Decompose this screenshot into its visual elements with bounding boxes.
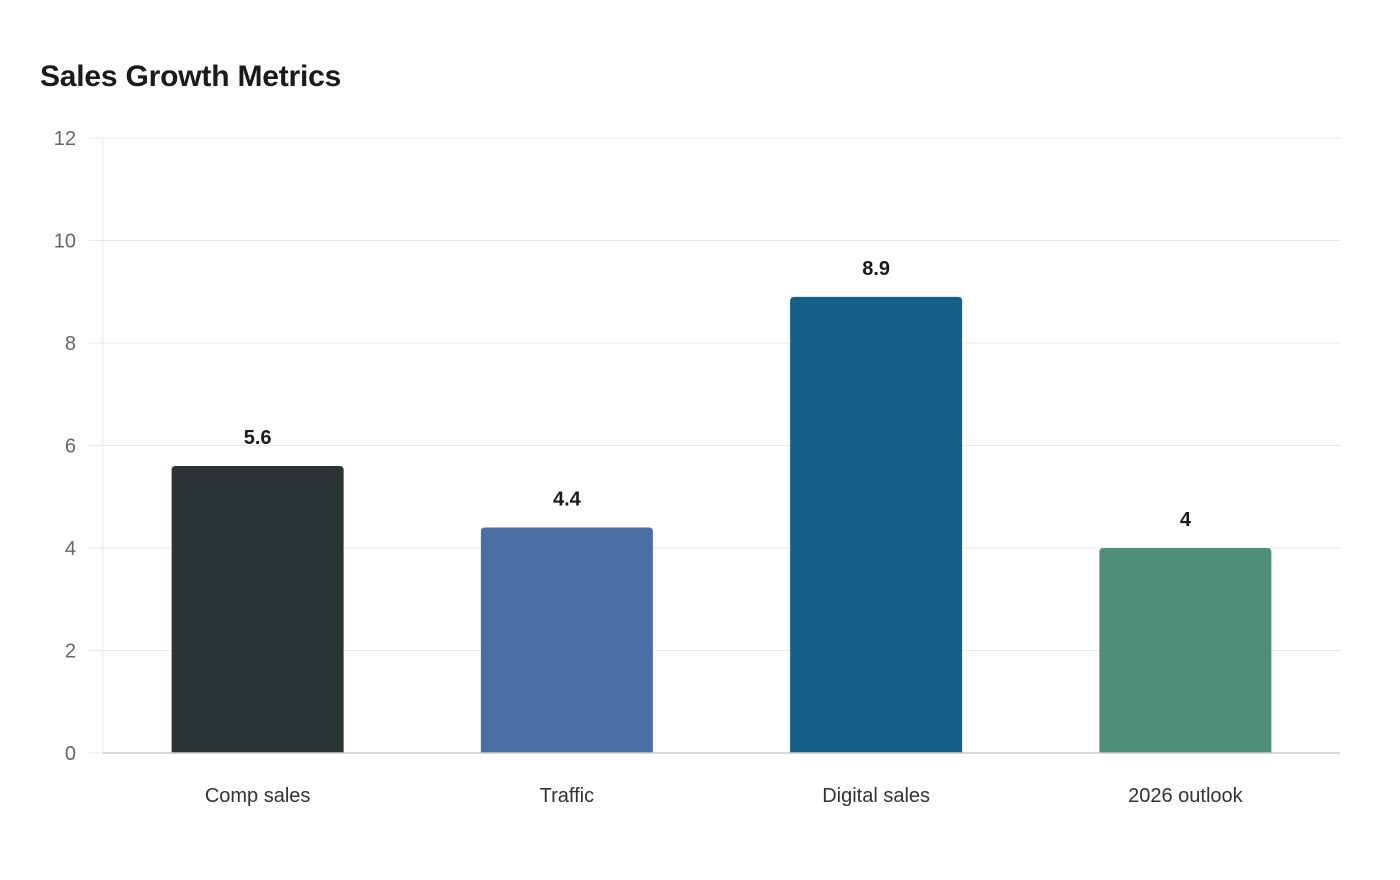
y-tick-label-6: 6 <box>65 436 76 458</box>
bar-digital-sales <box>790 296 963 753</box>
value-label-digital-sales: 8.9 <box>862 258 890 280</box>
bars <box>171 296 1272 753</box>
bar-traffic <box>480 527 653 753</box>
value-label-2026-outlook: 4 <box>1180 509 1192 531</box>
axes <box>102 138 1340 754</box>
bar-comp-sales <box>171 466 344 753</box>
chart-title: Sales Growth Metrics <box>40 60 342 93</box>
value-label-comp-sales: 5.6 <box>244 427 272 449</box>
category-label-traffic: Traffic <box>540 785 594 807</box>
labels: 0 2 4 6 8 10 12 5.6 Comp sales 4.4 Traffic 8.9 Digit… <box>54 128 1244 807</box>
bar-2026-outlook <box>1099 548 1272 753</box>
category-label-comp-sales: Comp sales <box>205 785 311 807</box>
value-label-traffic: 4.4 <box>553 489 582 511</box>
y-tick-label-8: 8 <box>65 333 76 355</box>
y-tick-label-12: 12 <box>54 128 76 150</box>
category-label-digital-sales: Digital sales <box>822 785 930 807</box>
y-tick-label-2: 2 <box>65 641 76 663</box>
y-tick-label-0: 0 <box>65 743 76 765</box>
category-label-2026-outlook: 2026 outlook <box>1128 785 1244 807</box>
y-tick-label-4: 4 <box>65 538 76 560</box>
y-tick-label-10: 10 <box>54 231 76 253</box>
